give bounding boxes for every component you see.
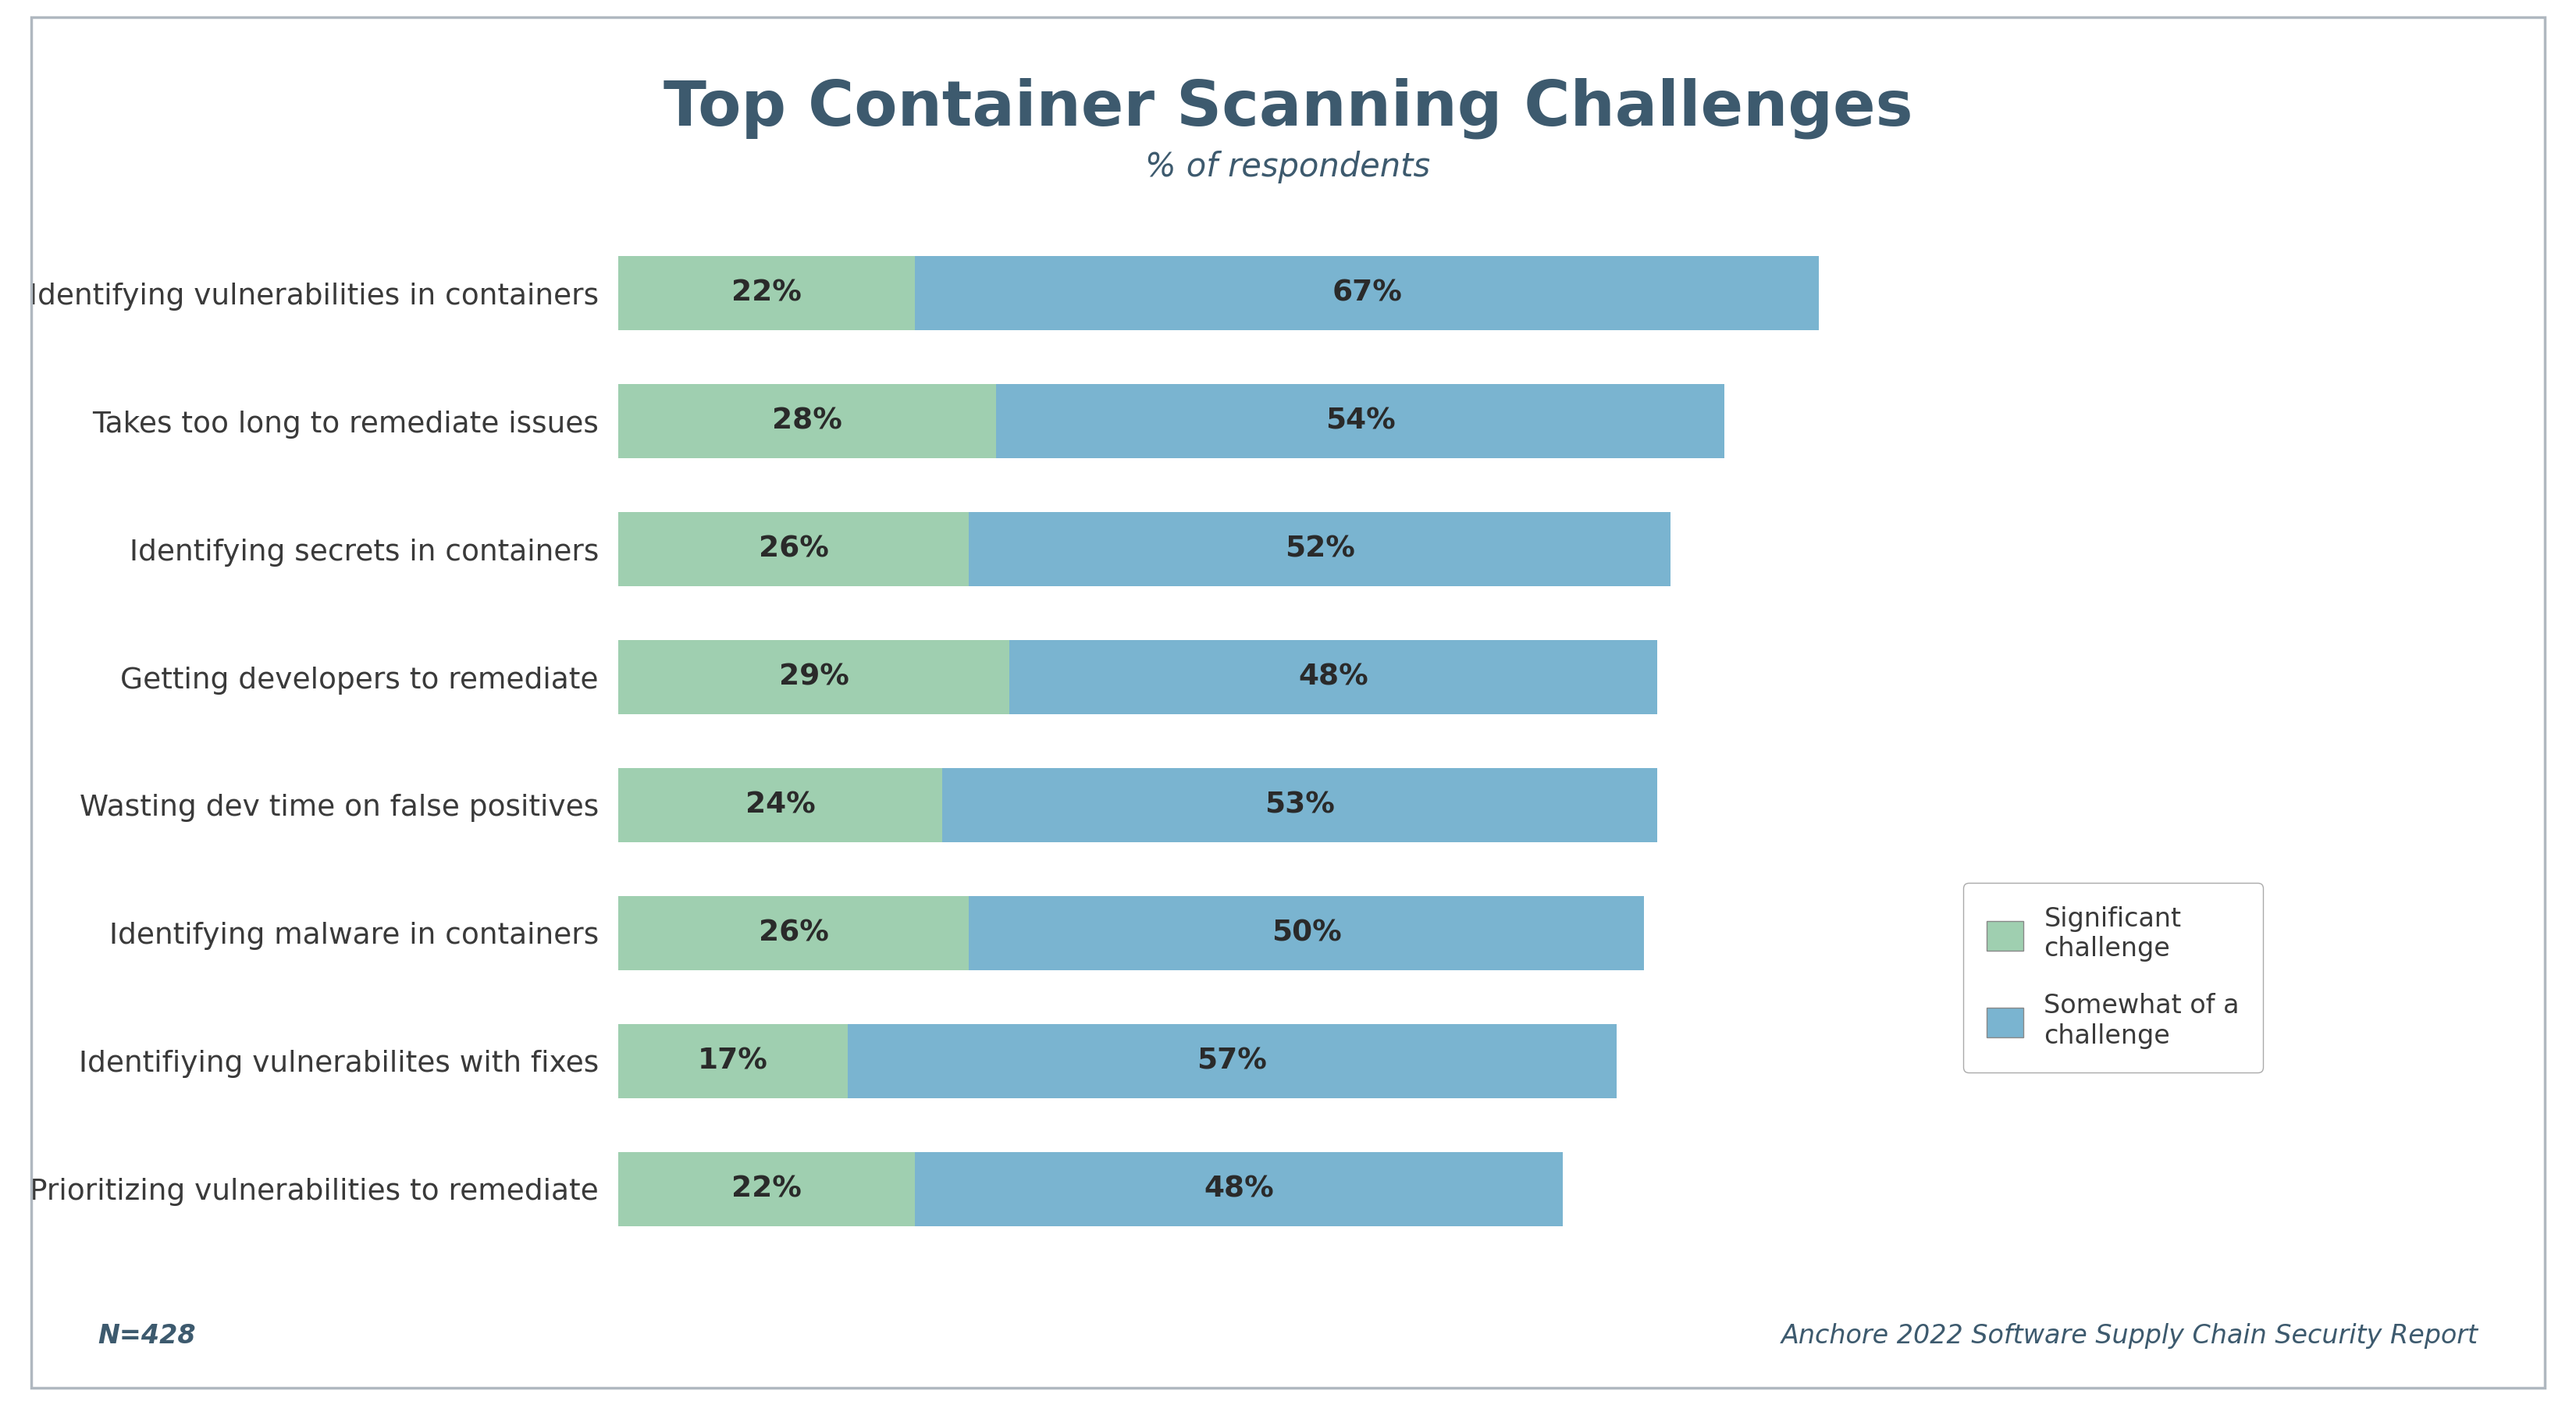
- Text: 53%: 53%: [1265, 791, 1334, 819]
- Bar: [1010, 641, 1656, 714]
- Bar: [618, 1152, 914, 1227]
- Bar: [618, 641, 1010, 714]
- Bar: [618, 1024, 848, 1099]
- Bar: [914, 1152, 1564, 1227]
- Text: 48%: 48%: [1298, 663, 1368, 691]
- Text: % of respondents: % of respondents: [1146, 150, 1430, 183]
- Bar: [618, 256, 914, 330]
- Bar: [848, 1024, 1618, 1099]
- Bar: [618, 769, 943, 842]
- Text: 24%: 24%: [744, 791, 814, 819]
- Text: Anchore 2022 Software Supply Chain Security Report: Anchore 2022 Software Supply Chain Secur…: [1780, 1324, 2478, 1349]
- Text: N=428: N=428: [98, 1324, 196, 1349]
- Text: 28%: 28%: [773, 407, 842, 436]
- Text: 57%: 57%: [1198, 1047, 1267, 1075]
- Text: 48%: 48%: [1203, 1175, 1275, 1203]
- Bar: [969, 896, 1643, 971]
- Text: 22%: 22%: [732, 1175, 801, 1203]
- Text: 26%: 26%: [757, 919, 829, 947]
- Text: 29%: 29%: [778, 663, 850, 691]
- Text: 50%: 50%: [1273, 919, 1342, 947]
- Bar: [618, 896, 969, 971]
- Bar: [943, 769, 1656, 842]
- Text: 52%: 52%: [1285, 535, 1355, 563]
- Text: 67%: 67%: [1332, 280, 1401, 308]
- Text: 22%: 22%: [732, 280, 801, 308]
- Legend: Significant
challenge, Somewhat of a
challenge: Significant challenge, Somewhat of a cha…: [1963, 882, 2262, 1072]
- Bar: [997, 384, 1726, 458]
- Text: Top Container Scanning Challenges: Top Container Scanning Challenges: [662, 77, 1914, 139]
- Bar: [618, 384, 997, 458]
- Text: 17%: 17%: [698, 1047, 768, 1075]
- Text: 54%: 54%: [1324, 407, 1396, 436]
- Bar: [969, 511, 1672, 586]
- Text: 26%: 26%: [757, 535, 829, 563]
- Bar: [618, 511, 969, 586]
- Bar: [914, 256, 1819, 330]
